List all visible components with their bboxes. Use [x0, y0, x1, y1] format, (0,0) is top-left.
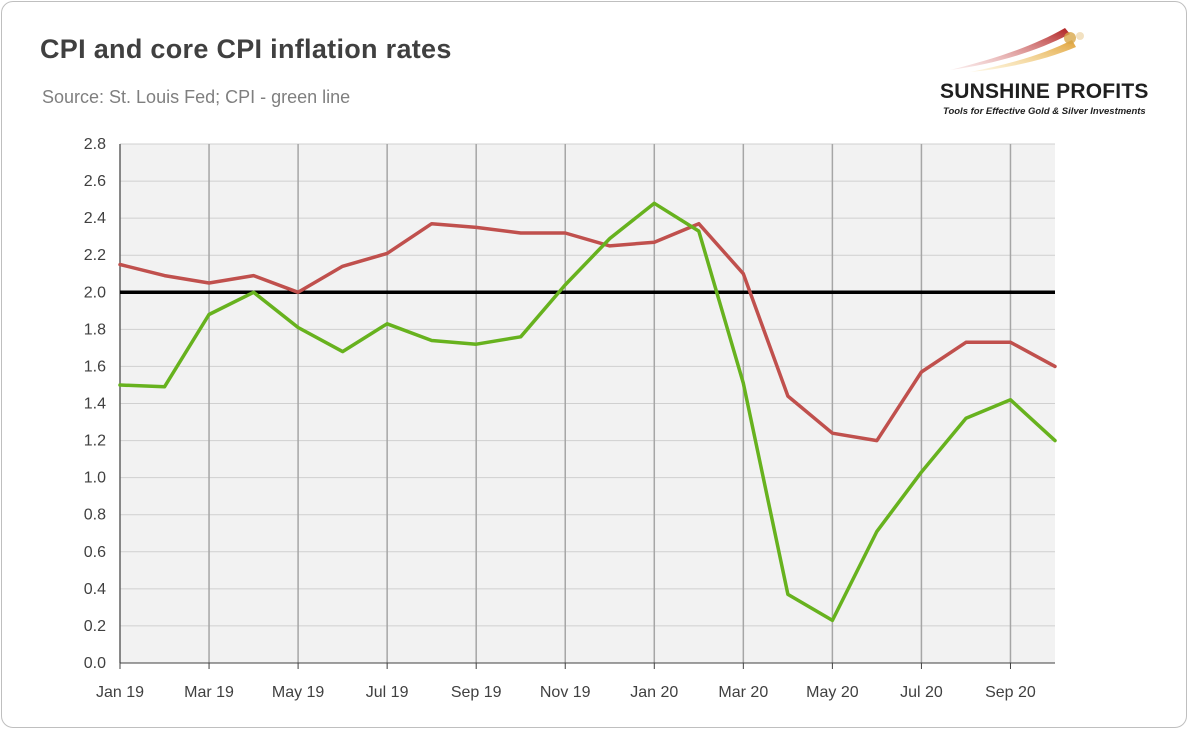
y-tick-label: 0.4 — [84, 581, 106, 598]
y-tick-label: 2.2 — [84, 247, 106, 264]
y-tick-label: 1.2 — [84, 433, 106, 450]
x-tick-label: Nov 19 — [540, 684, 591, 701]
y-tick-label: 0.0 — [84, 655, 106, 672]
x-tick-label: Sep 20 — [985, 684, 1036, 701]
x-tick-label: Jan 19 — [96, 684, 144, 701]
x-tick-label: Sep 19 — [451, 684, 502, 701]
x-tick-label: Mar 19 — [184, 684, 234, 701]
logo-tagline: Tools for Effective Gold & Silver Invest… — [943, 106, 1146, 117]
y-tick-label: 2.0 — [84, 284, 106, 301]
x-tick-label: May 19 — [272, 684, 325, 701]
y-tick-label: 1.0 — [84, 470, 106, 487]
x-tick-label: Jul 20 — [900, 684, 943, 701]
y-tick-label: 2.6 — [84, 173, 106, 190]
y-tick-label: 0.6 — [84, 544, 106, 561]
x-tick-label: Mar 20 — [718, 684, 768, 701]
x-tick-label: May 20 — [806, 684, 859, 701]
chart-title: CPI and core CPI inflation rates — [40, 34, 452, 64]
y-tick-label: 2.8 — [84, 136, 106, 153]
sunshine-profits-logo: SUNSHINE PROFITS Tools for Effective Gol… — [930, 20, 1170, 120]
chart-subtitle: Source: St. Louis Fed; CPI - green line — [42, 87, 351, 107]
y-tick-label: 0.2 — [84, 618, 106, 635]
y-tick-label: 0.8 — [84, 507, 106, 524]
cpi-series-line — [118, 201, 1057, 623]
x-tick-label: Jul 19 — [366, 684, 409, 701]
x-tick-label: Jan 20 — [630, 684, 678, 701]
core-cpi-series-line — [118, 221, 1057, 443]
y-tick-label: 1.8 — [84, 321, 106, 338]
y-tick-label: 1.4 — [84, 396, 106, 413]
logo-swoosh-icon — [950, 28, 1084, 72]
y-tick-label: 2.4 — [84, 210, 106, 227]
logo-name: SUNSHINE PROFITS — [940, 80, 1149, 103]
y-tick-label: 1.6 — [84, 358, 106, 375]
